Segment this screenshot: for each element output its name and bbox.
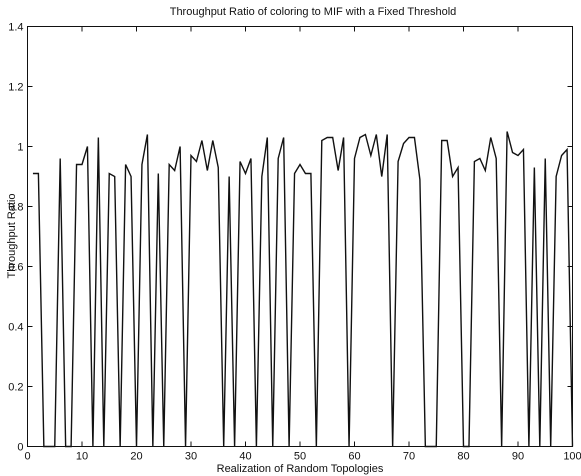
x-axis: 0 10 20 30 40 50 60 70 80 90 100 bbox=[24, 26, 581, 463]
x-tick-label: 40 bbox=[239, 451, 251, 463]
x-tick-label: 90 bbox=[512, 451, 524, 463]
y-axis-label: Throughput Ratio bbox=[6, 194, 18, 279]
y-tick-label: 1.4 bbox=[8, 22, 23, 34]
y-tick-label: 0.6 bbox=[8, 262, 23, 274]
x-tick-label: 10 bbox=[76, 451, 88, 463]
y-tick-label: 0 bbox=[17, 442, 23, 454]
y-tick-label: 1.2 bbox=[8, 82, 23, 94]
x-tick-label: 30 bbox=[185, 451, 197, 463]
x-tick-label: 70 bbox=[403, 451, 415, 463]
y-tick-label: 0.4 bbox=[8, 322, 23, 334]
plot-frame bbox=[27, 26, 573, 447]
y-tick-label: 1 bbox=[17, 142, 23, 154]
x-axis-label: Realization of Random Topologies bbox=[217, 463, 384, 475]
series-line bbox=[32, 131, 574, 448]
x-tick-label: 20 bbox=[130, 451, 142, 463]
x-tick-label: 50 bbox=[294, 451, 306, 463]
x-tick-label: 80 bbox=[457, 451, 469, 463]
y-axis: 0 0.2 0.4 0.6 0.8 1 1.2 1.4 bbox=[8, 22, 573, 454]
x-tick-label: 60 bbox=[348, 451, 360, 463]
y-tick-label: 0.8 bbox=[8, 202, 23, 214]
x-tick-label: 0 bbox=[24, 451, 30, 463]
y-tick-label: 0.2 bbox=[8, 382, 23, 394]
x-tick-label: 100 bbox=[563, 451, 581, 463]
chart-title: Throughput Ratio of coloring to MIF with… bbox=[170, 6, 457, 18]
